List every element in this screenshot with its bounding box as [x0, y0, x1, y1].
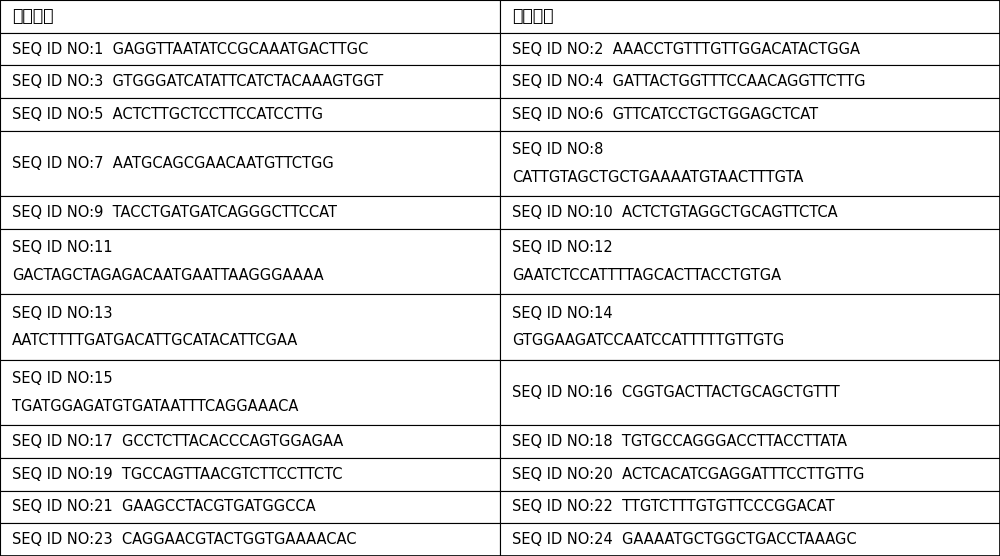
- Text: SEQ ID NO:21  GAAGCCTACGTGATGGCCA: SEQ ID NO:21 GAAGCCTACGTGATGGCCA: [12, 499, 316, 514]
- Text: GACTAGCTAGAGACAATGAATTAAGGGAAAA: GACTAGCTAGAGACAATGAATTAAGGGAAAA: [12, 268, 324, 283]
- Text: SEQ ID NO:12: SEQ ID NO:12: [512, 240, 613, 255]
- Text: SEQ ID NO:1  GAGGTTAATATCCGCAAATGACTTGC: SEQ ID NO:1 GAGGTTAATATCCGCAAATGACTTGC: [12, 42, 368, 57]
- Text: SEQ ID NO:22  TTGTCTTTGTGTTCCCGGACAT: SEQ ID NO:22 TTGTCTTTGTGTTCCCGGACAT: [512, 499, 835, 514]
- Bar: [500, 131, 1000, 196]
- Bar: [500, 0, 1000, 33]
- Bar: [0, 360, 500, 425]
- Bar: [0, 490, 500, 523]
- Bar: [0, 425, 500, 458]
- Bar: [500, 523, 1000, 556]
- Text: SEQ ID NO:18  TGTGCCAGGGACCTTACCTTATA: SEQ ID NO:18 TGTGCCAGGGACCTTACCTTATA: [512, 434, 847, 449]
- Text: 反向引物: 反向引物: [512, 7, 554, 26]
- Text: GTGGAAGATCCAATCCATTTTTGTTGTG: GTGGAAGATCCAATCCATTTTTGTTGTG: [512, 333, 784, 348]
- Bar: [0, 66, 500, 98]
- Text: SEQ ID NO:24  GAAAATGCTGGCTGACCTAAAGC: SEQ ID NO:24 GAAAATGCTGGCTGACCTAAAGC: [512, 532, 857, 547]
- Text: SEQ ID NO:17  GCCTCTTACACCCAGTGGAGAA: SEQ ID NO:17 GCCTCTTACACCCAGTGGAGAA: [12, 434, 343, 449]
- Text: AATCTTTTGATGACATTGCATACATTCGAA: AATCTTTTGATGACATTGCATACATTCGAA: [12, 333, 298, 348]
- Text: SEQ ID NO:16  CGGTGACTTACTGCAGCTGTTT: SEQ ID NO:16 CGGTGACTTACTGCAGCTGTTT: [512, 385, 840, 400]
- Bar: [500, 425, 1000, 458]
- Text: SEQ ID NO:14: SEQ ID NO:14: [512, 306, 613, 321]
- Text: CATTGTAGCTGCTGAAAATGTAACTTTGTA: CATTGTAGCTGCTGAAAATGTAACTTTGTA: [512, 170, 803, 185]
- Bar: [500, 360, 1000, 425]
- Bar: [500, 294, 1000, 360]
- Text: SEQ ID NO:13: SEQ ID NO:13: [12, 306, 112, 321]
- Bar: [0, 0, 500, 33]
- Bar: [0, 98, 500, 131]
- Text: SEQ ID NO:7  AATGCAGCGAACAATGTTCTGG: SEQ ID NO:7 AATGCAGCGAACAATGTTCTGG: [12, 156, 334, 171]
- Text: SEQ ID NO:15: SEQ ID NO:15: [12, 371, 113, 386]
- Text: SEQ ID NO:23  CAGGAACGTACTGGTGAAAACAC: SEQ ID NO:23 CAGGAACGTACTGGTGAAAACAC: [12, 532, 356, 547]
- Text: SEQ ID NO:5  ACTCTTGCTCCTTCCATCCTTG: SEQ ID NO:5 ACTCTTGCTCCTTCCATCCTTG: [12, 107, 323, 122]
- Text: SEQ ID NO:3  GTGGGATCATATTCATCTACAAAGTGGT: SEQ ID NO:3 GTGGGATCATATTCATCTACAAAGTGGT: [12, 75, 383, 90]
- Text: SEQ ID NO:10  ACTCTGTAGGCTGCAGTTCTCA: SEQ ID NO:10 ACTCTGTAGGCTGCAGTTCTCA: [512, 205, 838, 220]
- Text: SEQ ID NO:11: SEQ ID NO:11: [12, 240, 113, 255]
- Text: SEQ ID NO:20  ACTCACATCGAGGATTTCCTTGTTG: SEQ ID NO:20 ACTCACATCGAGGATTTCCTTGTTG: [512, 466, 864, 481]
- Bar: [0, 458, 500, 490]
- Bar: [500, 66, 1000, 98]
- Text: SEQ ID NO:8: SEQ ID NO:8: [512, 142, 603, 157]
- Bar: [500, 490, 1000, 523]
- Text: GAATCTCCATTTTAGCACTTACCTGTGA: GAATCTCCATTTTAGCACTTACCTGTGA: [512, 268, 781, 283]
- Text: SEQ ID NO:9  TACCTGATGATCAGGGCTTCCAT: SEQ ID NO:9 TACCTGATGATCAGGGCTTCCAT: [12, 205, 337, 220]
- Bar: [500, 196, 1000, 229]
- Bar: [0, 131, 500, 196]
- Bar: [0, 523, 500, 556]
- Text: SEQ ID NO:19  TGCCAGTTAACGTCTTCCTTCTC: SEQ ID NO:19 TGCCAGTTAACGTCTTCCTTCTC: [12, 466, 342, 481]
- Bar: [500, 229, 1000, 294]
- Text: SEQ ID NO:4  GATTACTGGTTTCCAACAGGTTCTTG: SEQ ID NO:4 GATTACTGGTTTCCAACAGGTTCTTG: [512, 75, 866, 90]
- Text: TGATGGAGATGTGATAATTTCAGGAAACA: TGATGGAGATGTGATAATTTCAGGAAACA: [12, 399, 298, 414]
- Bar: [0, 33, 500, 66]
- Bar: [0, 294, 500, 360]
- Text: SEQ ID NO:2  AAACCTGTTTGTTGGACATACTGGA: SEQ ID NO:2 AAACCTGTTTGTTGGACATACTGGA: [512, 42, 860, 57]
- Bar: [0, 196, 500, 229]
- Text: 正向引物: 正向引物: [12, 7, 54, 26]
- Bar: [0, 229, 500, 294]
- Text: SEQ ID NO:6  GTTCATCCTGCTGGAGCTCAT: SEQ ID NO:6 GTTCATCCTGCTGGAGCTCAT: [512, 107, 818, 122]
- Bar: [500, 33, 1000, 66]
- Bar: [500, 458, 1000, 490]
- Bar: [500, 98, 1000, 131]
